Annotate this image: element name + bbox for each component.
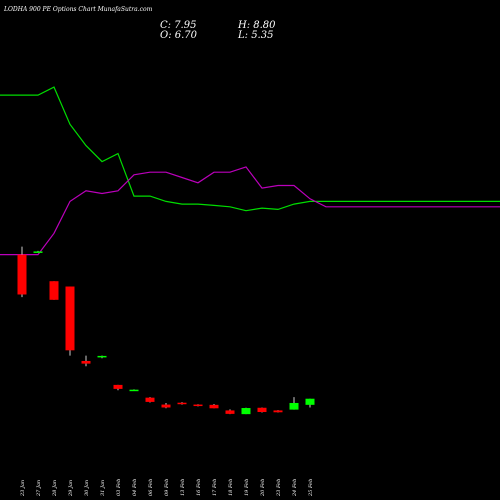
candle-15 [241,407,251,415]
x-tick-label: 16 Feb [196,479,202,496]
candle-8 [129,389,139,392]
candle-body [305,398,315,405]
candle-body [193,404,203,407]
magenta-line [0,166,500,256]
candle-body [209,404,219,409]
candle-12 [193,404,203,407]
x-tick-label: 03 Feb [116,479,122,496]
candle-body [177,402,187,405]
x-tick-label: 27 Jan [36,480,42,497]
candle-body [81,360,91,364]
x-tick-label: 13 Feb [180,479,186,496]
x-axis-labels: 23 Jan 27 Jan 28 Jan 29 Jan 30 Jan 31 Jan 03 F… [20,479,314,497]
high-value: H: 8.80 [238,20,276,31]
x-tick-label: 31 Jan [100,480,106,496]
x-tick-label: 18 Feb [228,479,234,496]
x-tick-label: 30 Jan [84,480,90,496]
open-value: O: 6.70 [160,30,198,41]
candle-body [225,410,235,414]
candles [17,246,315,415]
close-value: C: 7.95 [160,20,197,31]
candle-body [145,397,155,402]
low-value: L: 5.35 [238,30,274,41]
candle-body [129,389,139,392]
candle-17 [273,410,283,413]
candle-18 [289,397,299,410]
candle-body [161,404,171,408]
x-tick-label: 17 Feb [212,479,218,496]
candle-3 [49,281,59,300]
x-tick-label: 04 Feb [132,479,138,496]
x-tick-label: 29 Jan [68,480,74,497]
x-tick-label: 23 Jan [20,480,26,497]
x-tick-label: 20 Feb [260,479,266,497]
x-tick-label: 24 Feb [292,479,298,497]
x-tick-label: 25 Feb [308,479,314,497]
x-tick-label: 23 Feb [276,479,282,497]
x-tick-label: 09 Feb [164,479,170,496]
chart-title: LODHA 900 PE Options Chart MunafaSutra.c… [4,6,153,13]
candle-16 [257,407,267,413]
candle-4 [65,286,75,356]
candle-7 [113,384,123,391]
candle-body [113,384,123,389]
candle-body [257,407,267,413]
candle-body [97,355,107,358]
candle-1 [17,246,27,298]
candle-10 [161,402,171,409]
x-tick-label: 19 Feb [244,479,250,496]
candle-body [289,402,299,410]
green-line [0,86,500,212]
candle-body [241,408,251,415]
candle-body [65,286,75,351]
candle-9 [145,397,155,403]
x-tick-label: 28 Jan [52,480,58,497]
indicator-lines [0,86,500,256]
candle-2 [33,250,43,253]
candle-body [33,251,43,253]
candle-6 [97,355,107,359]
candle-19 [305,398,315,408]
x-tick-label: 06 Feb [148,479,154,496]
candle-5 [81,355,91,367]
candle-14 [225,409,235,415]
candle-body [273,410,283,413]
candle-13 [209,404,219,409]
candle-body [49,281,59,300]
candle-body [17,254,27,295]
candle-11 [177,402,187,405]
